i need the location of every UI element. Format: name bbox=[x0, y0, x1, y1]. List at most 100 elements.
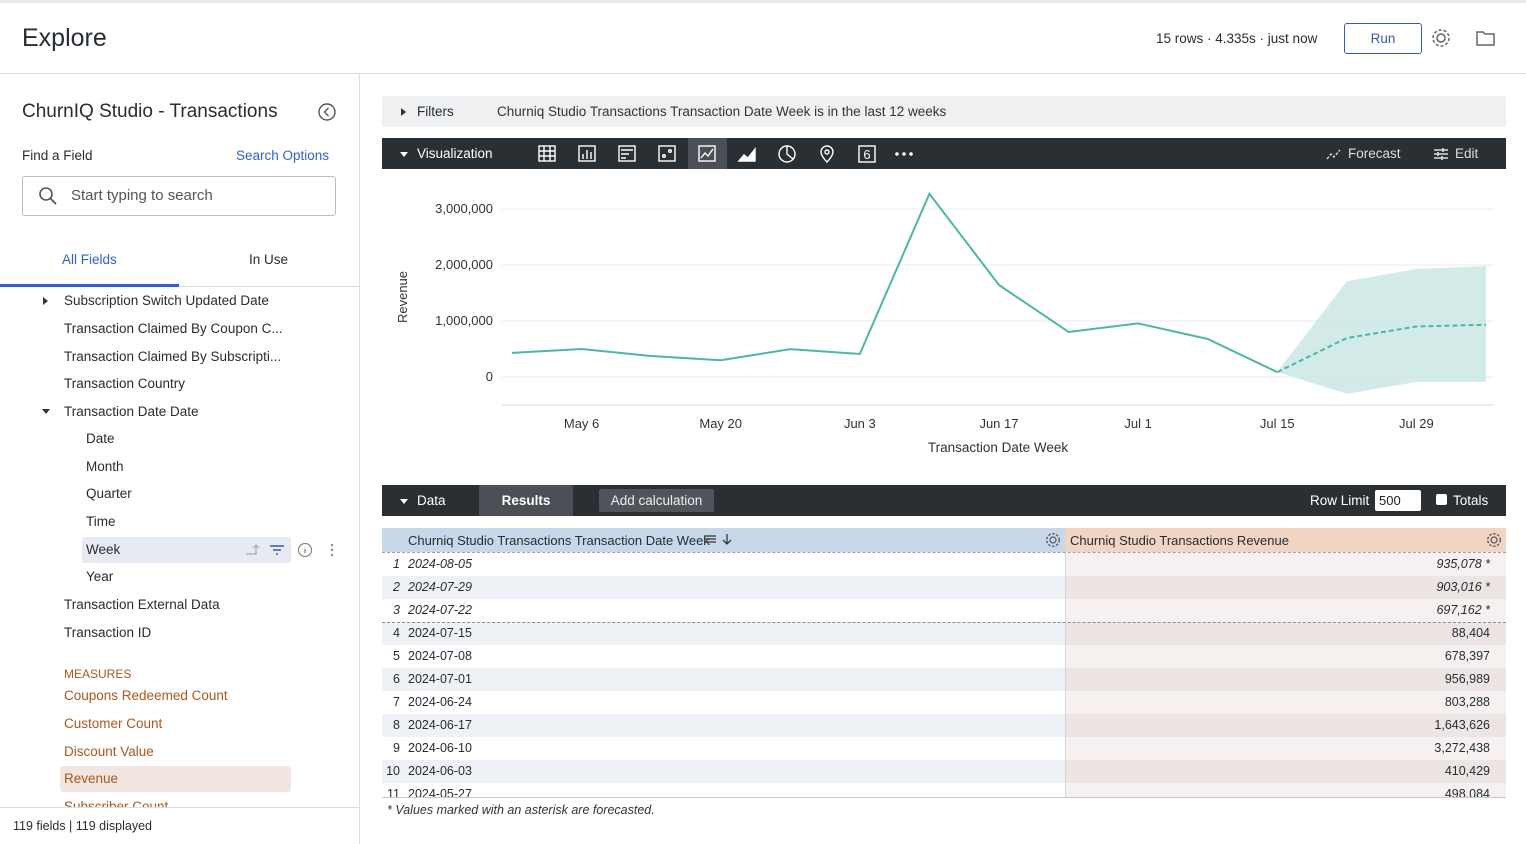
field[interactable]: Month bbox=[86, 459, 124, 474]
y-tick-label: 0 bbox=[486, 369, 493, 384]
measure[interactable]: Discount Value bbox=[64, 744, 154, 759]
field[interactable]: Year bbox=[86, 569, 114, 584]
filters-label: Filters bbox=[417, 104, 454, 119]
measures-heading: MEASURES bbox=[64, 667, 132, 681]
measure[interactable]: Subscriber Count bbox=[64, 799, 169, 807]
field-count: 119 fields | 119 displayed bbox=[13, 819, 152, 833]
search-box[interactable] bbox=[22, 176, 336, 216]
field[interactable]: Time bbox=[86, 514, 116, 529]
field[interactable]: Transaction Claimed By Coupon C... bbox=[64, 321, 283, 336]
x-tick-label: Jul 15 bbox=[1260, 416, 1295, 431]
revenue-cell: 678,397 bbox=[1444, 649, 1490, 663]
row-bg bbox=[1065, 645, 1506, 668]
field[interactable]: Transaction External Data bbox=[64, 597, 220, 612]
row-bg bbox=[1065, 714, 1506, 737]
date-cell: 2024-06-10 bbox=[408, 741, 472, 755]
row-limit-input[interactable]: 500 bbox=[1375, 490, 1421, 511]
row-bg bbox=[1065, 576, 1506, 599]
date-cell: 2024-07-29 bbox=[408, 580, 472, 594]
folder-icon[interactable] bbox=[1475, 28, 1497, 48]
field[interactable]: Week bbox=[86, 542, 121, 557]
header-divider bbox=[382, 552, 1506, 553]
edit-icon bbox=[1434, 148, 1448, 160]
row-bg bbox=[1065, 622, 1506, 645]
tab-all-fields[interactable]: All Fields bbox=[62, 252, 117, 267]
results-tab-bg bbox=[479, 485, 573, 516]
field[interactable]: Date bbox=[86, 431, 115, 446]
row-number: 3 bbox=[393, 603, 400, 617]
y-tick-label: 3,000,000 bbox=[435, 201, 493, 216]
settings-icon[interactable] bbox=[1430, 27, 1452, 49]
query-status: 15 rows · 4.335s · just now bbox=[1156, 31, 1318, 46]
tab-in-use[interactable]: In Use bbox=[249, 252, 289, 267]
column-header: Churniq Studio Transactions Transaction … bbox=[408, 533, 710, 548]
selected-viz bbox=[688, 138, 727, 169]
row-number: 2 bbox=[393, 580, 400, 594]
field[interactable]: Transaction Country bbox=[64, 376, 186, 391]
row-bg bbox=[1065, 553, 1506, 576]
field[interactable]: Transaction ID bbox=[64, 625, 152, 640]
row-bg bbox=[1065, 760, 1506, 783]
collapse-arrow bbox=[400, 499, 408, 504]
tab-indicator bbox=[0, 284, 179, 287]
row-number: 8 bbox=[393, 718, 400, 732]
row-bg bbox=[382, 714, 1065, 737]
line-chart: Revenue Transaction Date Week 0 1,000,000… bbox=[395, 191, 1494, 455]
row-bg bbox=[382, 668, 1065, 691]
column-divider bbox=[1065, 552, 1066, 798]
search-placeholder: Start typing to search bbox=[71, 187, 213, 204]
forecast-line bbox=[1276, 323, 1487, 373]
field[interactable]: Transaction Claimed By Subscripti... bbox=[64, 349, 282, 364]
row-bg bbox=[382, 622, 1065, 645]
header-divider bbox=[0, 73, 1526, 74]
row-number: 6 bbox=[393, 672, 400, 686]
revenue-cell: 697,162 * bbox=[1436, 603, 1490, 617]
totals-checkbox[interactable] bbox=[1436, 494, 1447, 505]
run-button[interactable]: Run bbox=[1344, 23, 1422, 54]
row-bg bbox=[1065, 691, 1506, 714]
date-cell: 2024-06-03 bbox=[408, 764, 472, 778]
revenue-cell: 3,272,438 bbox=[1434, 741, 1490, 755]
measure[interactable]: Coupons Redeemed Count bbox=[64, 688, 228, 703]
gear-icon[interactable] bbox=[1486, 532, 1502, 548]
viz-type-icons[interactable]: 6 bbox=[530, 143, 930, 165]
add-calculation-button[interactable]: Add calculation bbox=[599, 489, 714, 512]
field-group[interactable]: Transaction Date Date bbox=[64, 404, 199, 419]
x-axis-title: Transaction Date Week bbox=[928, 440, 1069, 455]
search-options[interactable]: Search Options bbox=[236, 148, 330, 163]
row-bg bbox=[382, 760, 1065, 783]
date-cell: 2024-07-01 bbox=[408, 672, 472, 686]
forecast-button[interactable]: Forecast bbox=[1348, 146, 1401, 161]
x-tick-label: Jun 17 bbox=[979, 416, 1018, 431]
column-header: Churniq Studio Transactions Revenue bbox=[1070, 533, 1289, 548]
results-table: Churniq Studio Transactions Transaction … bbox=[382, 528, 1506, 798]
gear-icon[interactable] bbox=[1045, 532, 1061, 548]
field[interactable]: Subscription Switch Updated Date bbox=[64, 293, 269, 308]
visualization-bar bbox=[382, 138, 1506, 169]
search-icon bbox=[39, 187, 57, 205]
revenue-cell: 1,643,626 bbox=[1434, 718, 1490, 732]
forecast-band bbox=[1277, 266, 1486, 394]
forecast-footnote: * Values marked with an asterisk are for… bbox=[387, 803, 655, 817]
edit-button[interactable]: Edit bbox=[1455, 146, 1479, 161]
measure-header[interactable] bbox=[1065, 528, 1506, 552]
field[interactable]: Quarter bbox=[86, 486, 132, 501]
filters-bar[interactable] bbox=[382, 96, 1506, 127]
field-actions[interactable] bbox=[243, 542, 338, 558]
measure[interactable]: Customer Count bbox=[64, 716, 163, 731]
find-label: Find a Field bbox=[22, 148, 93, 163]
explore-name: ChurnIQ Studio - Transactions bbox=[22, 101, 278, 122]
forecast-icon bbox=[1326, 149, 1341, 160]
data-label[interactable]: Data bbox=[417, 493, 446, 508]
revenue-line bbox=[511, 191, 1278, 374]
results-tab[interactable]: Results bbox=[501, 493, 551, 508]
y-tick-label: 2,000,000 bbox=[435, 257, 493, 272]
row-number: 4 bbox=[393, 626, 400, 640]
revenue-cell: 956,989 bbox=[1444, 672, 1490, 686]
row-bg bbox=[382, 645, 1065, 668]
visualization-label[interactable]: Visualization bbox=[417, 146, 493, 161]
collapse-icon[interactable] bbox=[317, 102, 337, 122]
x-tick-label: Jun 3 bbox=[844, 416, 876, 431]
measure[interactable]: Revenue bbox=[64, 771, 119, 786]
